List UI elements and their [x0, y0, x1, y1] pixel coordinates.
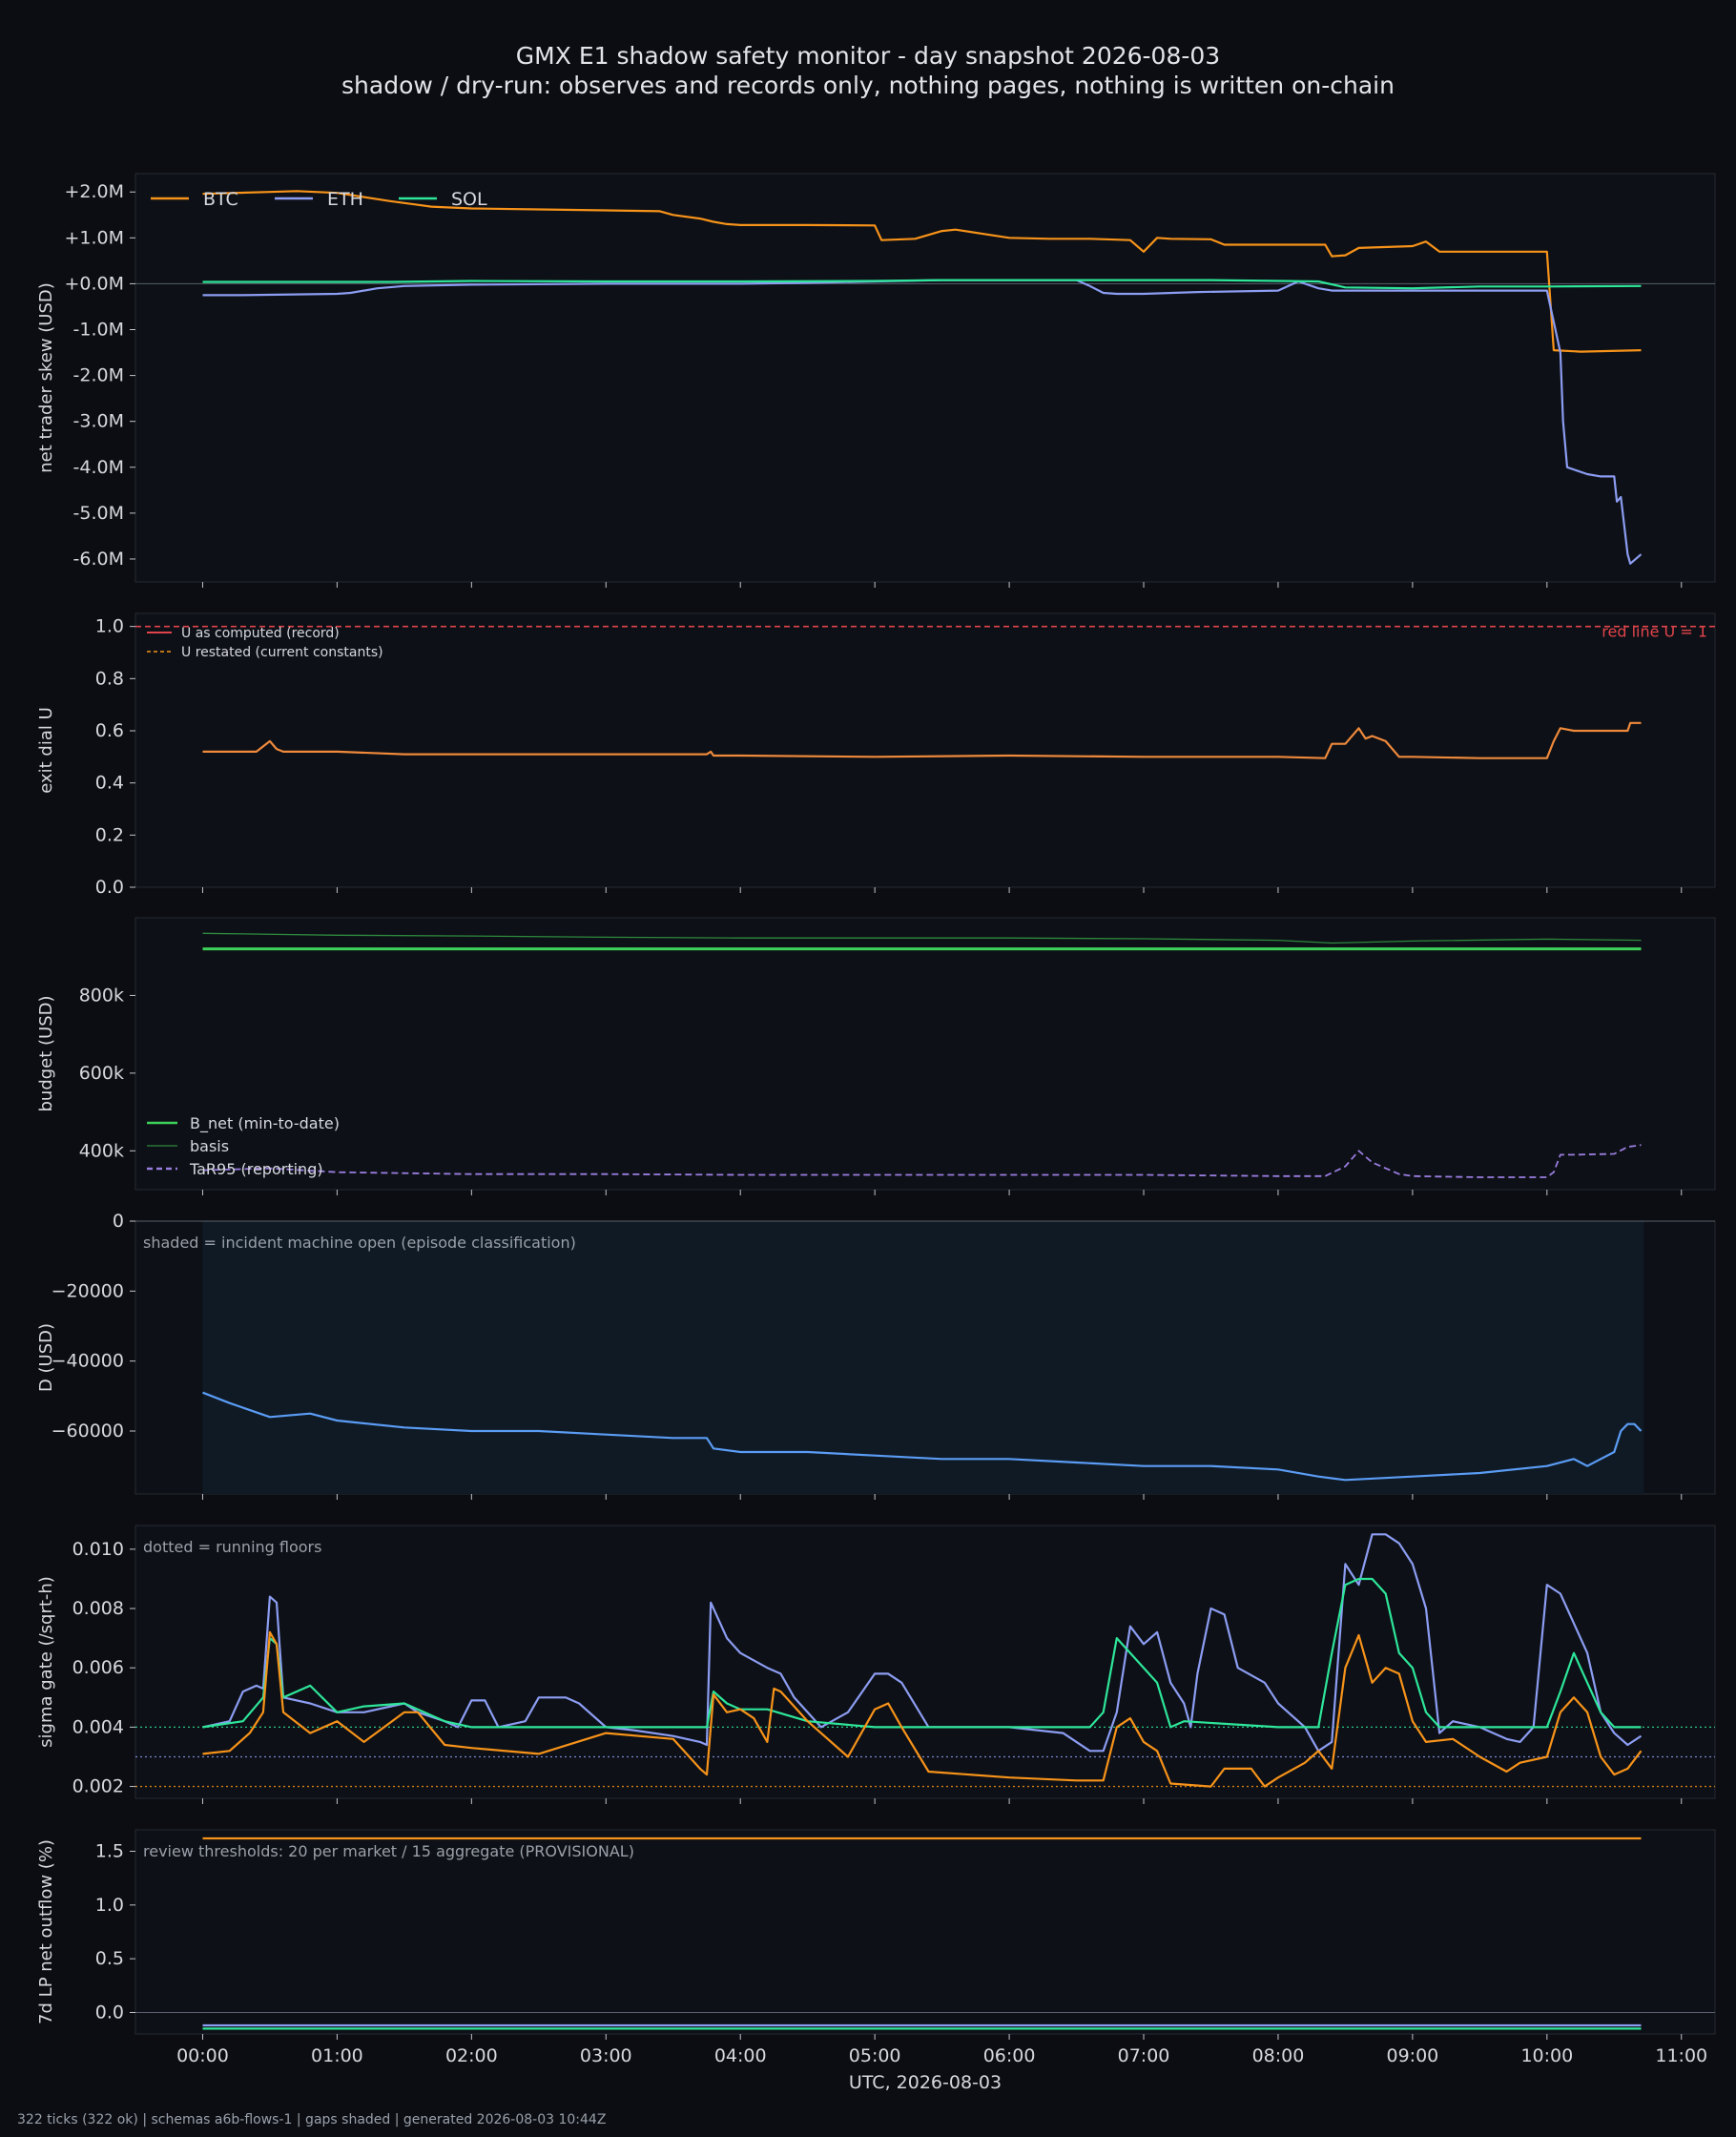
incident-shade — [202, 1221, 1644, 1494]
legend-label: ETH — [327, 189, 363, 210]
series-d — [202, 1391, 1643, 1482]
panel-1: +2.0M +1.0M +0.0M -1.0M -2.0M -3.0M -4.0M -5.0M… — [36, 173, 1716, 588]
x-tick-label: 04:00 — [714, 2045, 767, 2066]
legend-label: B_net (min-to-date) — [190, 1114, 340, 1133]
y-tick-label: 0.2 — [95, 824, 124, 845]
annotation: review thresholds: 20 per market / 15 ag… — [143, 1842, 634, 1860]
panel-3: 400k 600k 800k budget (USD) B_net (min-to-da… — [36, 917, 1716, 1195]
plot-area — [134, 612, 1716, 888]
y-tick-label: 1.0 — [95, 616, 124, 637]
y-tick-label: -2.0M — [73, 365, 124, 386]
y-tick-label: +0.0M — [64, 273, 124, 294]
legend-label: basis — [190, 1137, 229, 1155]
y-tick-label: −40000 — [52, 1351, 124, 1372]
y-tick-label: 0.0 — [95, 2002, 124, 2023]
y-tick-label: 0.8 — [95, 668, 124, 689]
series-sol — [202, 279, 1642, 290]
legend-label: U as computed (record) — [181, 626, 340, 641]
chart-subtitle: shadow / dry-run: observes and records o… — [341, 72, 1395, 99]
series-sol — [202, 1577, 1642, 1729]
y-tick-label: -5.0M — [73, 503, 124, 524]
y-tick-label: 400k — [79, 1140, 124, 1161]
legend-label: BTC — [203, 189, 238, 210]
y-tick-label: +1.0M — [64, 227, 124, 248]
x-tick-label: 06:00 — [983, 2045, 1036, 2066]
x-tick-label: 05:00 — [849, 2045, 901, 2066]
status-footer: 322 ticks (322 ok) | schemas a6b-flows-1… — [17, 2112, 607, 2127]
y-tick-label: 0 — [113, 1211, 124, 1232]
y-tick-label: 0.0 — [95, 877, 124, 898]
y-tick-label: -6.0M — [73, 549, 124, 570]
y-tick-label: -1.0M — [73, 320, 124, 341]
y-tick-label: -3.0M — [73, 411, 124, 432]
annotation: dotted = running floors — [143, 1538, 321, 1556]
y-tick-label: −20000 — [52, 1280, 124, 1301]
y-tick-label: 0.006 — [72, 1657, 124, 1678]
plot-area — [134, 1525, 1716, 1799]
legend-label: TaR95 (reporting) — [189, 1160, 323, 1178]
y-tick-label: 0.5 — [95, 1948, 124, 1969]
y-tick-label: 1.0 — [95, 1895, 124, 1916]
y-axis-label: net trader skew (USD) — [36, 282, 56, 473]
y-tick-label: 0.008 — [72, 1598, 124, 1619]
y-tick-label: +2.0M — [64, 181, 124, 202]
x-tick-label: 02:00 — [445, 2045, 498, 2066]
legend-label: U restated (current constants) — [181, 645, 383, 660]
panel-6: 0.0 0.5 1.0 1.5 7d LP net outflow (%) review … — [36, 1829, 1716, 2040]
x-tick-label: 10:00 — [1520, 2045, 1573, 2066]
y-tick-label: 0.6 — [95, 720, 124, 741]
series-u-as-computed-record- — [202, 721, 1642, 759]
y-tick-label: 0.002 — [72, 1776, 124, 1797]
panel-4: 0 −20000 −40000 −60000 D (USD) shaded = incid… — [36, 1211, 1716, 1500]
y-tick-label: 0.004 — [72, 1716, 124, 1737]
y-axis-label: exit dial U — [36, 707, 56, 794]
x-axis-label: UTC, 2026-08-03 — [849, 2072, 1002, 2093]
y-tick-label: −60000 — [52, 1421, 124, 1442]
y-axis-label: D (USD) — [36, 1323, 56, 1392]
panel-5: 0.002 0.004 0.006 0.008 0.010 sigma gate (/sq… — [36, 1525, 1716, 1804]
series-tar95-reporting- — [202, 1144, 1642, 1178]
panel-2: 0.0 0.2 0.4 0.6 0.8 1.0 exit dial U U as comput… — [36, 612, 1716, 898]
plot-area — [134, 917, 1716, 1191]
x-tick-label: 08:00 — [1252, 2045, 1305, 2066]
plot-area — [134, 1829, 1716, 2035]
y-tick-label: 0.010 — [72, 1539, 124, 1560]
plot-area — [134, 173, 1716, 583]
annotation: shaded = incident machine open (episode … — [143, 1234, 576, 1252]
y-axis-label: budget (USD) — [36, 995, 56, 1111]
series-btc — [202, 190, 1642, 353]
y-tick-label: -4.0M — [73, 457, 124, 478]
x-tick-label: 03:00 — [580, 2045, 632, 2066]
y-tick-label: 600k — [79, 1063, 124, 1084]
annotation: red line U = 1 — [1602, 623, 1707, 641]
x-tick-label: 07:00 — [1118, 2045, 1170, 2066]
y-axis-label: sigma gate (/sqrt-h) — [36, 1576, 56, 1748]
y-tick-label: 0.4 — [95, 773, 124, 794]
y-tick-label: 1.5 — [95, 1841, 124, 1862]
y-tick-label: 800k — [79, 985, 124, 1006]
series-btc — [202, 1630, 1643, 1788]
series-basis — [202, 932, 1642, 944]
x-tick-label: 11:00 — [1655, 2045, 1707, 2066]
chart-title: GMX E1 shadow safety monitor - day snaps… — [515, 42, 1221, 70]
x-tick-label: 01:00 — [311, 2045, 363, 2066]
x-tick-label: 00:00 — [176, 2045, 229, 2066]
series-eth — [202, 279, 1643, 565]
x-tick-label: 09:00 — [1387, 2045, 1439, 2066]
legend-label: SOL — [451, 189, 487, 210]
y-axis-label: 7d LP net outflow (%) — [36, 1839, 56, 2024]
